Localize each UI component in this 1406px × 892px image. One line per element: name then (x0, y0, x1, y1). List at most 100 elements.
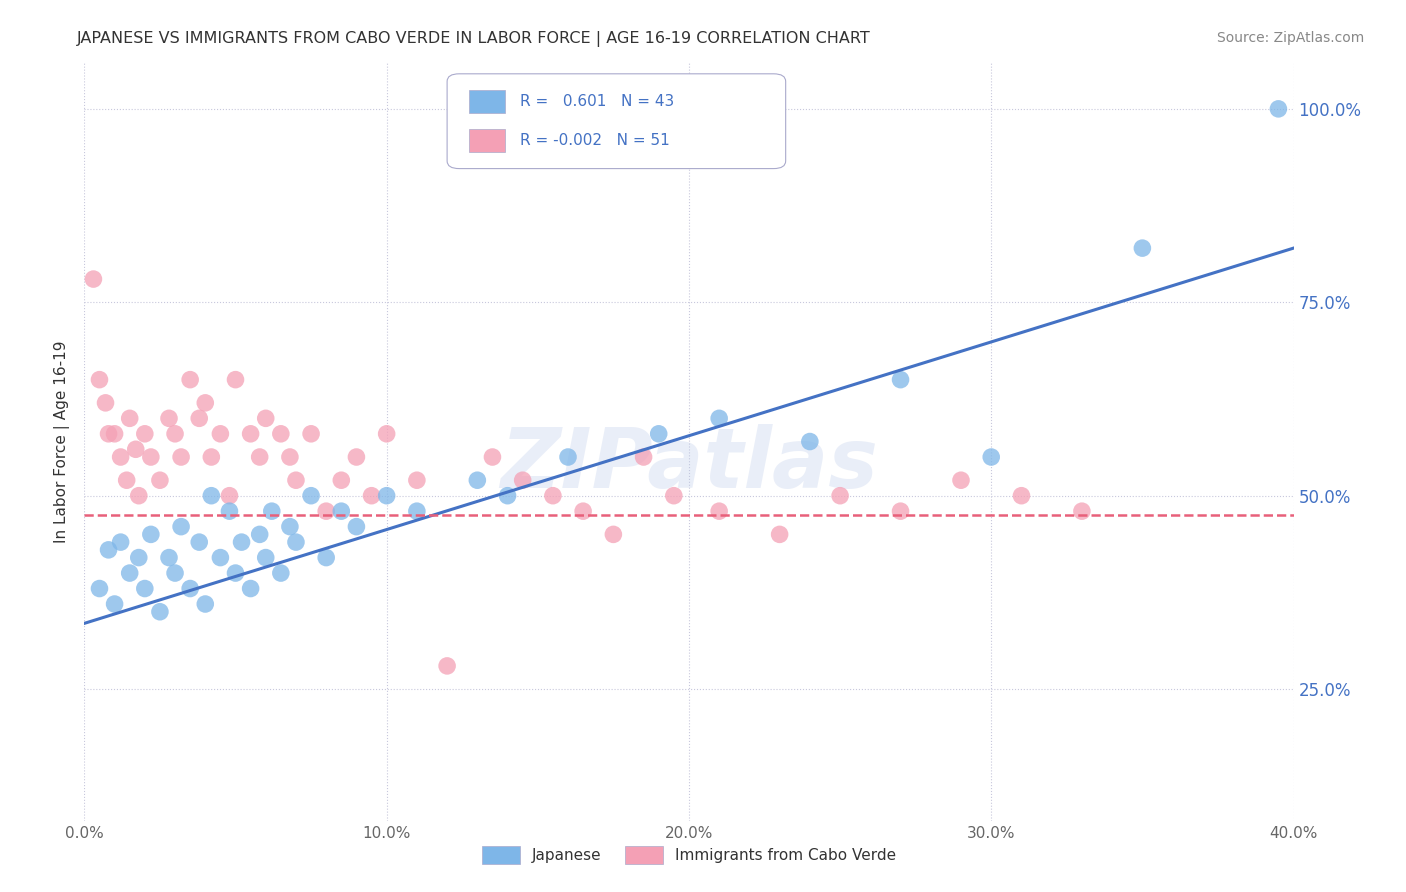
Text: ZIPatlas: ZIPatlas (501, 424, 877, 505)
Point (157, 550, 180, 565)
Point (149, 605, 172, 619)
Point (239, 426, 262, 441)
Point (179, 582, 201, 596)
Point (194, 396, 217, 410)
Point (110, 450, 132, 464)
Point (134, 426, 156, 441)
Point (139, 527, 162, 541)
FancyBboxPatch shape (468, 129, 505, 152)
Point (149, 473, 172, 487)
Text: R =   0.601   N = 43: R = 0.601 N = 43 (520, 95, 673, 110)
Point (830, 489, 852, 503)
Point (315, 550, 337, 565)
Point (346, 519, 368, 533)
Point (406, 504, 429, 518)
Point (285, 535, 308, 549)
Point (512, 473, 534, 487)
Point (254, 411, 277, 425)
Point (375, 489, 398, 503)
Point (299, 489, 322, 503)
Point (254, 550, 277, 565)
Point (188, 411, 211, 425)
Text: Source: ZipAtlas.com: Source: ZipAtlas.com (1216, 31, 1364, 45)
Point (128, 489, 150, 503)
Point (97, 542, 120, 557)
Point (82, 272, 104, 286)
Point (346, 450, 368, 464)
Point (890, 504, 912, 518)
Point (118, 411, 141, 425)
Point (200, 450, 222, 464)
Point (115, 473, 138, 487)
Point (165, 566, 187, 580)
Point (104, 597, 127, 611)
Point (299, 426, 322, 441)
Point (406, 473, 429, 487)
Point (225, 373, 247, 387)
Point (218, 489, 240, 503)
Point (285, 473, 308, 487)
Point (541, 489, 564, 503)
Point (134, 582, 156, 596)
Point (467, 473, 489, 487)
Point (950, 473, 973, 487)
Point (188, 535, 211, 549)
Point (890, 373, 912, 387)
Point (330, 473, 353, 487)
Point (557, 450, 579, 464)
Point (249, 450, 271, 464)
Point (436, 659, 458, 673)
Point (200, 489, 222, 503)
Point (709, 504, 731, 518)
Point (170, 450, 193, 464)
Point (270, 426, 292, 441)
Point (104, 426, 127, 441)
Point (709, 411, 731, 425)
Point (194, 597, 217, 611)
Point (1071, 504, 1094, 518)
Point (662, 489, 685, 503)
Point (360, 489, 382, 503)
Point (125, 442, 148, 457)
Point (278, 519, 301, 533)
Point (799, 434, 821, 449)
Point (249, 527, 271, 541)
FancyBboxPatch shape (447, 74, 786, 169)
Point (1130, 241, 1153, 255)
Point (170, 519, 193, 533)
Point (648, 426, 671, 441)
Point (128, 550, 150, 565)
Point (496, 489, 519, 503)
Point (89, 373, 111, 387)
Point (270, 566, 292, 580)
Point (239, 582, 262, 596)
Point (602, 527, 624, 541)
Point (572, 504, 595, 518)
Point (278, 450, 301, 464)
Point (209, 426, 232, 441)
Point (209, 550, 232, 565)
Point (139, 450, 162, 464)
Point (157, 411, 180, 425)
FancyBboxPatch shape (468, 90, 505, 113)
Point (179, 373, 201, 387)
Point (118, 566, 141, 580)
Point (260, 504, 283, 518)
Point (315, 504, 337, 518)
Point (980, 450, 1002, 464)
Point (218, 504, 240, 518)
Text: R = -0.002   N = 51: R = -0.002 N = 51 (520, 133, 669, 148)
Point (1011, 489, 1033, 503)
Legend: Japanese, Immigrants from Cabo Verde: Japanese, Immigrants from Cabo Verde (475, 840, 903, 870)
Point (481, 450, 503, 464)
Point (225, 566, 247, 580)
Point (89, 582, 111, 596)
Point (330, 504, 353, 518)
Point (769, 527, 792, 541)
Point (94, 396, 117, 410)
Point (1267, 102, 1289, 116)
Point (231, 535, 253, 549)
Point (97, 426, 120, 441)
Point (110, 535, 132, 549)
Text: JAPANESE VS IMMIGRANTS FROM CABO VERDE IN LABOR FORCE | AGE 16-19 CORRELATION CH: JAPANESE VS IMMIGRANTS FROM CABO VERDE I… (77, 31, 872, 47)
